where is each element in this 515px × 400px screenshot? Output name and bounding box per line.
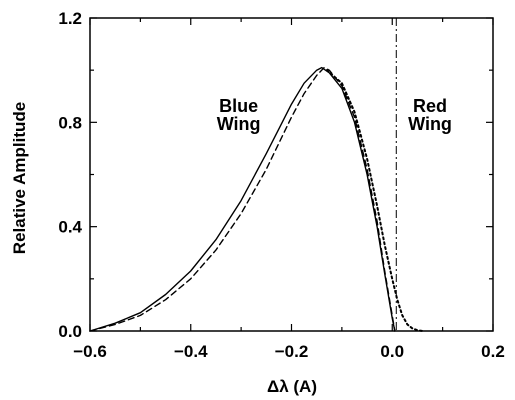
- y-tick-label: 0.8: [58, 113, 82, 132]
- axis-ticks: −0.6 −0.4 −0.2 0.0 0.2 0.0 0.4 0.8 1.2: [58, 9, 504, 361]
- x-tick-label: −0.4: [174, 342, 208, 361]
- series-layer: [89, 18, 424, 332]
- x-axis-label: Δλ (A): [267, 377, 317, 396]
- annotation-label: Wing: [217, 114, 261, 134]
- x-tick-label: 0.0: [380, 342, 404, 361]
- x-tick-label: −0.2: [275, 342, 309, 361]
- plot-border: [89, 17, 494, 332]
- y-tick-label: 0.4: [58, 218, 82, 237]
- annotation-label: Blue: [219, 96, 258, 116]
- series-solid-line: [89, 66, 396, 332]
- series-dashed-line: [89, 66, 396, 332]
- y-tick-label: 0.0: [58, 322, 82, 341]
- annotation-label: Wing: [408, 114, 452, 134]
- plot-area: [89, 17, 494, 332]
- x-tick-label: 0.2: [481, 342, 505, 361]
- x-tick-label: −0.6: [73, 342, 107, 361]
- y-tick-label: 1.2: [58, 9, 82, 28]
- annotation-label: Red: [413, 96, 447, 116]
- series-dotted-line: [325, 69, 424, 332]
- y-axis-label: Relative Amplitude: [10, 102, 29, 254]
